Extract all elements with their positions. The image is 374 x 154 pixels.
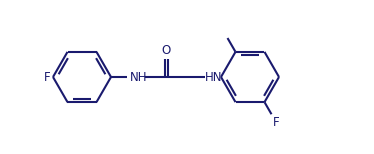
Text: NH: NH bbox=[130, 71, 147, 83]
Text: HN: HN bbox=[205, 71, 223, 83]
Text: O: O bbox=[162, 44, 171, 57]
Text: F: F bbox=[273, 116, 279, 129]
Text: F: F bbox=[43, 71, 50, 83]
